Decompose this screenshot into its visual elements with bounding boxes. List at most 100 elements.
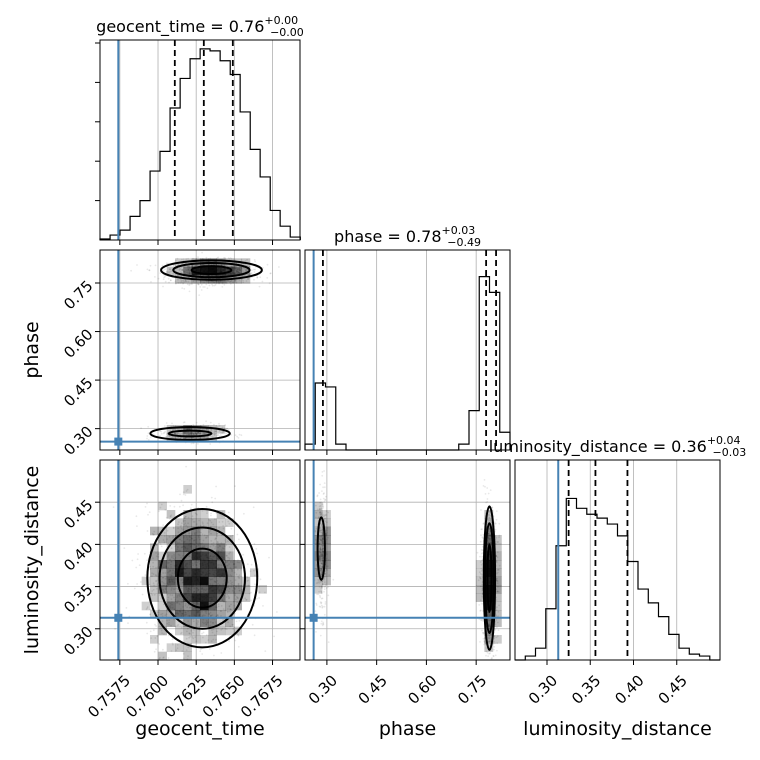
sample-point: [171, 555, 174, 557]
sample-point: [320, 601, 323, 604]
sample-point: [493, 645, 496, 648]
sample-point: [146, 632, 149, 635]
sample-point: [161, 620, 164, 622]
sample-point: [154, 623, 156, 626]
sample-point: [214, 518, 216, 521]
sample-point: [238, 587, 240, 589]
sample-point: [225, 264, 228, 266]
sample-point: [324, 583, 327, 586]
density-cell: [166, 560, 176, 569]
sample-point: [318, 555, 321, 558]
density-cell: [492, 635, 502, 644]
sample-point: [494, 629, 497, 631]
sample-point: [327, 565, 329, 568]
sample-point: [171, 638, 174, 641]
density-cell: [166, 425, 176, 434]
density-cell: [216, 510, 226, 519]
density-cell: [150, 576, 159, 586]
sample-point: [233, 591, 236, 594]
sample-point: [479, 610, 482, 612]
sample-point: [205, 420, 208, 423]
sample-point: [321, 566, 323, 569]
sample-point: [205, 256, 208, 259]
sample-point: [483, 643, 486, 646]
sample-point: [233, 559, 236, 562]
sample-point: [173, 432, 176, 435]
sample-point: [195, 523, 198, 526]
sample-point: [205, 283, 208, 286]
sample-point: [322, 542, 325, 545]
sample-point: [209, 624, 212, 627]
sample-point: [486, 498, 489, 500]
sample-point: [167, 554, 170, 557]
density-cell: [216, 585, 226, 594]
density-cell: [233, 593, 242, 602]
sample-point: [185, 465, 188, 468]
sample-point: [154, 264, 157, 267]
sample-point: [155, 544, 158, 546]
sample-point: [231, 570, 234, 573]
sample-point: [155, 648, 158, 651]
sample-point: [152, 533, 155, 536]
sample-point: [184, 437, 187, 439]
sample-point: [234, 485, 236, 487]
sample-point: [498, 536, 500, 538]
sample-point: [481, 587, 484, 590]
sample-point: [227, 586, 230, 588]
sample-point: [318, 508, 321, 510]
sample-point: [250, 272, 253, 274]
sample-point: [181, 281, 184, 284]
sample-point: [222, 431, 225, 433]
sample-point: [195, 421, 198, 424]
sample-point: [479, 573, 482, 575]
sample-point: [219, 610, 222, 612]
sample-point: [136, 558, 139, 561]
sample-point: [487, 694, 489, 696]
sample-point: [237, 583, 240, 586]
sample-point: [488, 637, 491, 639]
density-cell: [166, 618, 176, 627]
sample-point: [185, 524, 188, 527]
sample-point: [150, 637, 153, 639]
sample-point: [253, 268, 255, 271]
sample-point: [172, 428, 175, 431]
sample-point: [318, 545, 321, 547]
sample-point: [322, 605, 324, 608]
sample-point: [250, 591, 252, 594]
sample-point: [325, 532, 328, 535]
sample-point: [226, 428, 229, 430]
density-cell: [158, 568, 167, 577]
sample-point: [164, 577, 167, 580]
sample-point: [318, 550, 321, 553]
density-cell: [158, 618, 167, 627]
sample-point: [225, 281, 228, 284]
sample-point: [320, 534, 323, 537]
sample-point: [163, 431, 166, 434]
sample-point: [323, 578, 325, 581]
sample-point: [246, 269, 248, 271]
sample-point: [320, 567, 323, 570]
density-cell: [158, 601, 167, 611]
sample-point: [315, 582, 318, 584]
sample-point: [162, 278, 165, 281]
sample-point: [149, 264, 152, 267]
sample-point: [196, 619, 199, 622]
sample-point: [195, 258, 198, 260]
sample-point: [155, 552, 158, 554]
sample-point: [179, 281, 182, 284]
sample-point: [235, 596, 238, 598]
sample-point: [228, 590, 230, 593]
sample-point: [182, 520, 185, 523]
sample-point: [320, 567, 322, 570]
sample-point: [180, 280, 183, 282]
sample-point: [197, 256, 199, 258]
sample-point: [147, 457, 149, 459]
sample-point: [228, 597, 230, 600]
sample-point: [264, 591, 266, 594]
sample-point: [484, 493, 487, 495]
sample-point: [218, 521, 221, 523]
sample-point: [147, 432, 150, 435]
sample-point: [225, 282, 228, 285]
sample-point: [187, 280, 190, 283]
sample-point: [487, 492, 490, 495]
